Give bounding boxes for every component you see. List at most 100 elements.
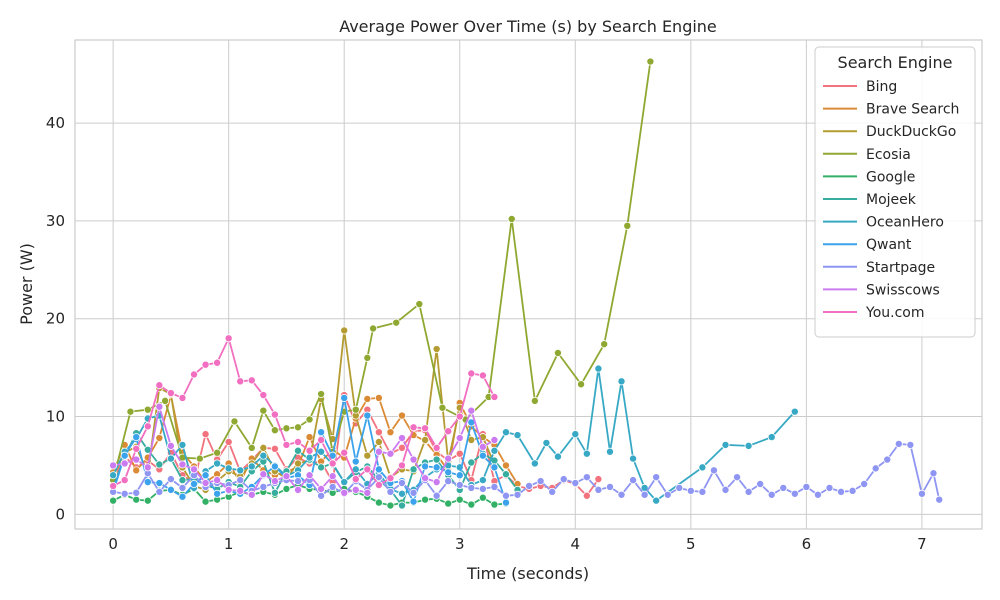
data-point [397, 489, 406, 498]
data-point [293, 423, 302, 432]
legend-item: Brave Search [823, 102, 959, 118]
legend-label: Startpage [866, 260, 935, 276]
data-point [490, 392, 499, 401]
data-point [190, 480, 199, 489]
data-point [848, 486, 857, 495]
data-point [629, 476, 638, 485]
data-point [444, 499, 453, 508]
data-point [501, 491, 510, 500]
data-point [305, 453, 314, 462]
data-point [490, 482, 499, 491]
data-point [582, 491, 591, 500]
x-tick-label: 4 [571, 535, 581, 553]
data-point [386, 487, 395, 496]
data-point [178, 393, 187, 402]
data-point [317, 428, 326, 437]
legend-item: DuckDuckGo [823, 124, 956, 140]
data-point [305, 446, 314, 455]
data-point [663, 490, 672, 499]
data-point [501, 428, 510, 437]
data-point [392, 318, 401, 327]
data-point [478, 493, 487, 502]
x-tick-label: 7 [917, 535, 927, 553]
data-point [542, 438, 551, 447]
data-point [363, 394, 372, 403]
data-point [328, 472, 337, 481]
data-point [143, 422, 152, 431]
data-point [582, 449, 591, 458]
data-point [109, 496, 118, 505]
data-point [397, 501, 406, 510]
data-point [120, 459, 129, 468]
data-point [790, 489, 799, 498]
data-point [270, 462, 279, 471]
legend-item: Bing [823, 79, 897, 95]
data-point [213, 448, 222, 457]
data-point [860, 480, 869, 489]
data-point [351, 475, 360, 484]
data-point [201, 471, 210, 480]
data-point [178, 440, 187, 449]
data-point [230, 417, 239, 426]
data-point [501, 461, 510, 470]
data-point [363, 411, 372, 420]
data-point [744, 441, 753, 450]
data-point [305, 433, 314, 442]
data-point [894, 439, 903, 448]
data-point [432, 463, 441, 472]
data-point [293, 446, 302, 455]
series-swisscows [109, 402, 499, 499]
data-point [467, 406, 476, 415]
data-point [282, 440, 291, 449]
data-point [421, 495, 430, 504]
data-point [467, 458, 476, 467]
series-line [112, 405, 495, 496]
data-point [559, 475, 568, 484]
data-point [455, 412, 464, 421]
data-point [455, 495, 464, 504]
data-point [652, 496, 661, 505]
data-point [646, 57, 655, 66]
legend-label: DuckDuckGo [866, 124, 956, 140]
data-point [178, 460, 187, 469]
data-point [213, 489, 222, 498]
data-point [409, 423, 418, 432]
legend-label: You.com [865, 305, 924, 321]
data-point [155, 487, 164, 496]
legend-label: Brave Search [866, 102, 959, 118]
data-point [247, 490, 256, 499]
data-point [444, 454, 453, 463]
data-point [351, 485, 360, 494]
legend-label: Swisscows [866, 282, 940, 298]
data-point [386, 428, 395, 437]
data-point [155, 402, 164, 411]
data-point [432, 491, 441, 500]
data-point [444, 477, 453, 486]
data-point [132, 466, 141, 475]
data-point [155, 434, 164, 443]
data-point [282, 484, 291, 493]
data-point [756, 480, 765, 489]
data-point [553, 348, 562, 357]
data-point [698, 487, 707, 496]
data-point [374, 480, 383, 489]
data-point [166, 485, 175, 494]
data-point [236, 476, 245, 485]
data-point [351, 457, 360, 466]
data-point [328, 459, 337, 468]
data-point [340, 448, 349, 457]
legend: Search Engine Bing Brave Search DuckDuckGo… [814, 46, 976, 338]
data-point [132, 433, 141, 442]
data-point [686, 486, 695, 495]
data-point [432, 455, 441, 464]
data-point [478, 484, 487, 493]
data-point [143, 463, 152, 472]
data-point [293, 477, 302, 486]
legend-label: Mojeek [866, 192, 917, 208]
y-tick-label: 30 [46, 212, 65, 230]
data-point [340, 326, 349, 335]
data-point [513, 431, 522, 440]
data-point [767, 490, 776, 499]
data-point [478, 476, 487, 485]
